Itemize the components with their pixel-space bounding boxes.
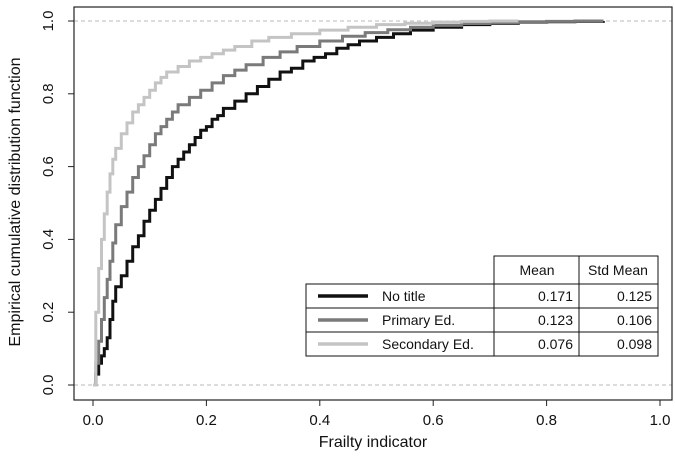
y-tick-label: 0.2 — [40, 302, 57, 323]
legend-label-primary-ed: Primary Ed. — [382, 312, 455, 328]
y-tick-label: 0.4 — [40, 229, 57, 250]
plot-frame — [73, 6, 673, 401]
x-tick-label: 0.4 — [309, 412, 330, 429]
table-cell-std-mean-no-title: 0.125 — [617, 288, 652, 304]
legend-label-no-title: No title — [382, 288, 426, 304]
series-line-no-title — [93, 19, 605, 387]
x-tick-label: 0.0 — [83, 412, 104, 429]
table-header-std-mean: Std Mean — [588, 262, 648, 278]
x-tick-label: 0.6 — [423, 412, 444, 429]
series-line-secondary-ed — [93, 19, 519, 387]
table-header-mean: Mean — [519, 262, 554, 278]
x-tick-label: 0.2 — [196, 412, 217, 429]
table-cell-mean-no-title: 0.171 — [538, 288, 573, 304]
series-line-primary-ed — [93, 19, 604, 387]
legend-label-secondary-ed: Secondary Ed. — [382, 336, 474, 352]
table-cell-std-mean-primary-ed: 0.106 — [617, 312, 652, 328]
y-axis-title: Empirical cumulative distribution functi… — [7, 57, 24, 346]
y-tick-label: 0.0 — [40, 375, 57, 396]
table-cell-mean-primary-ed: 0.123 — [538, 312, 573, 328]
y-tick-label: 0.8 — [40, 83, 57, 104]
x-tick-label: 0.8 — [536, 412, 557, 429]
legend-table: Mean Std Mean No title 0.171 0.125 Prima… — [305, 255, 659, 357]
y-tick-label: 1.0 — [40, 11, 57, 32]
table-cell-std-mean-secondary-ed: 0.098 — [617, 336, 652, 352]
x-tick-label: 1.0 — [650, 412, 671, 429]
table-cell-mean-secondary-ed: 0.076 — [538, 336, 573, 352]
x-axis-title: Frailty indicator — [319, 434, 428, 451]
y-tick-label: 0.6 — [40, 156, 57, 177]
